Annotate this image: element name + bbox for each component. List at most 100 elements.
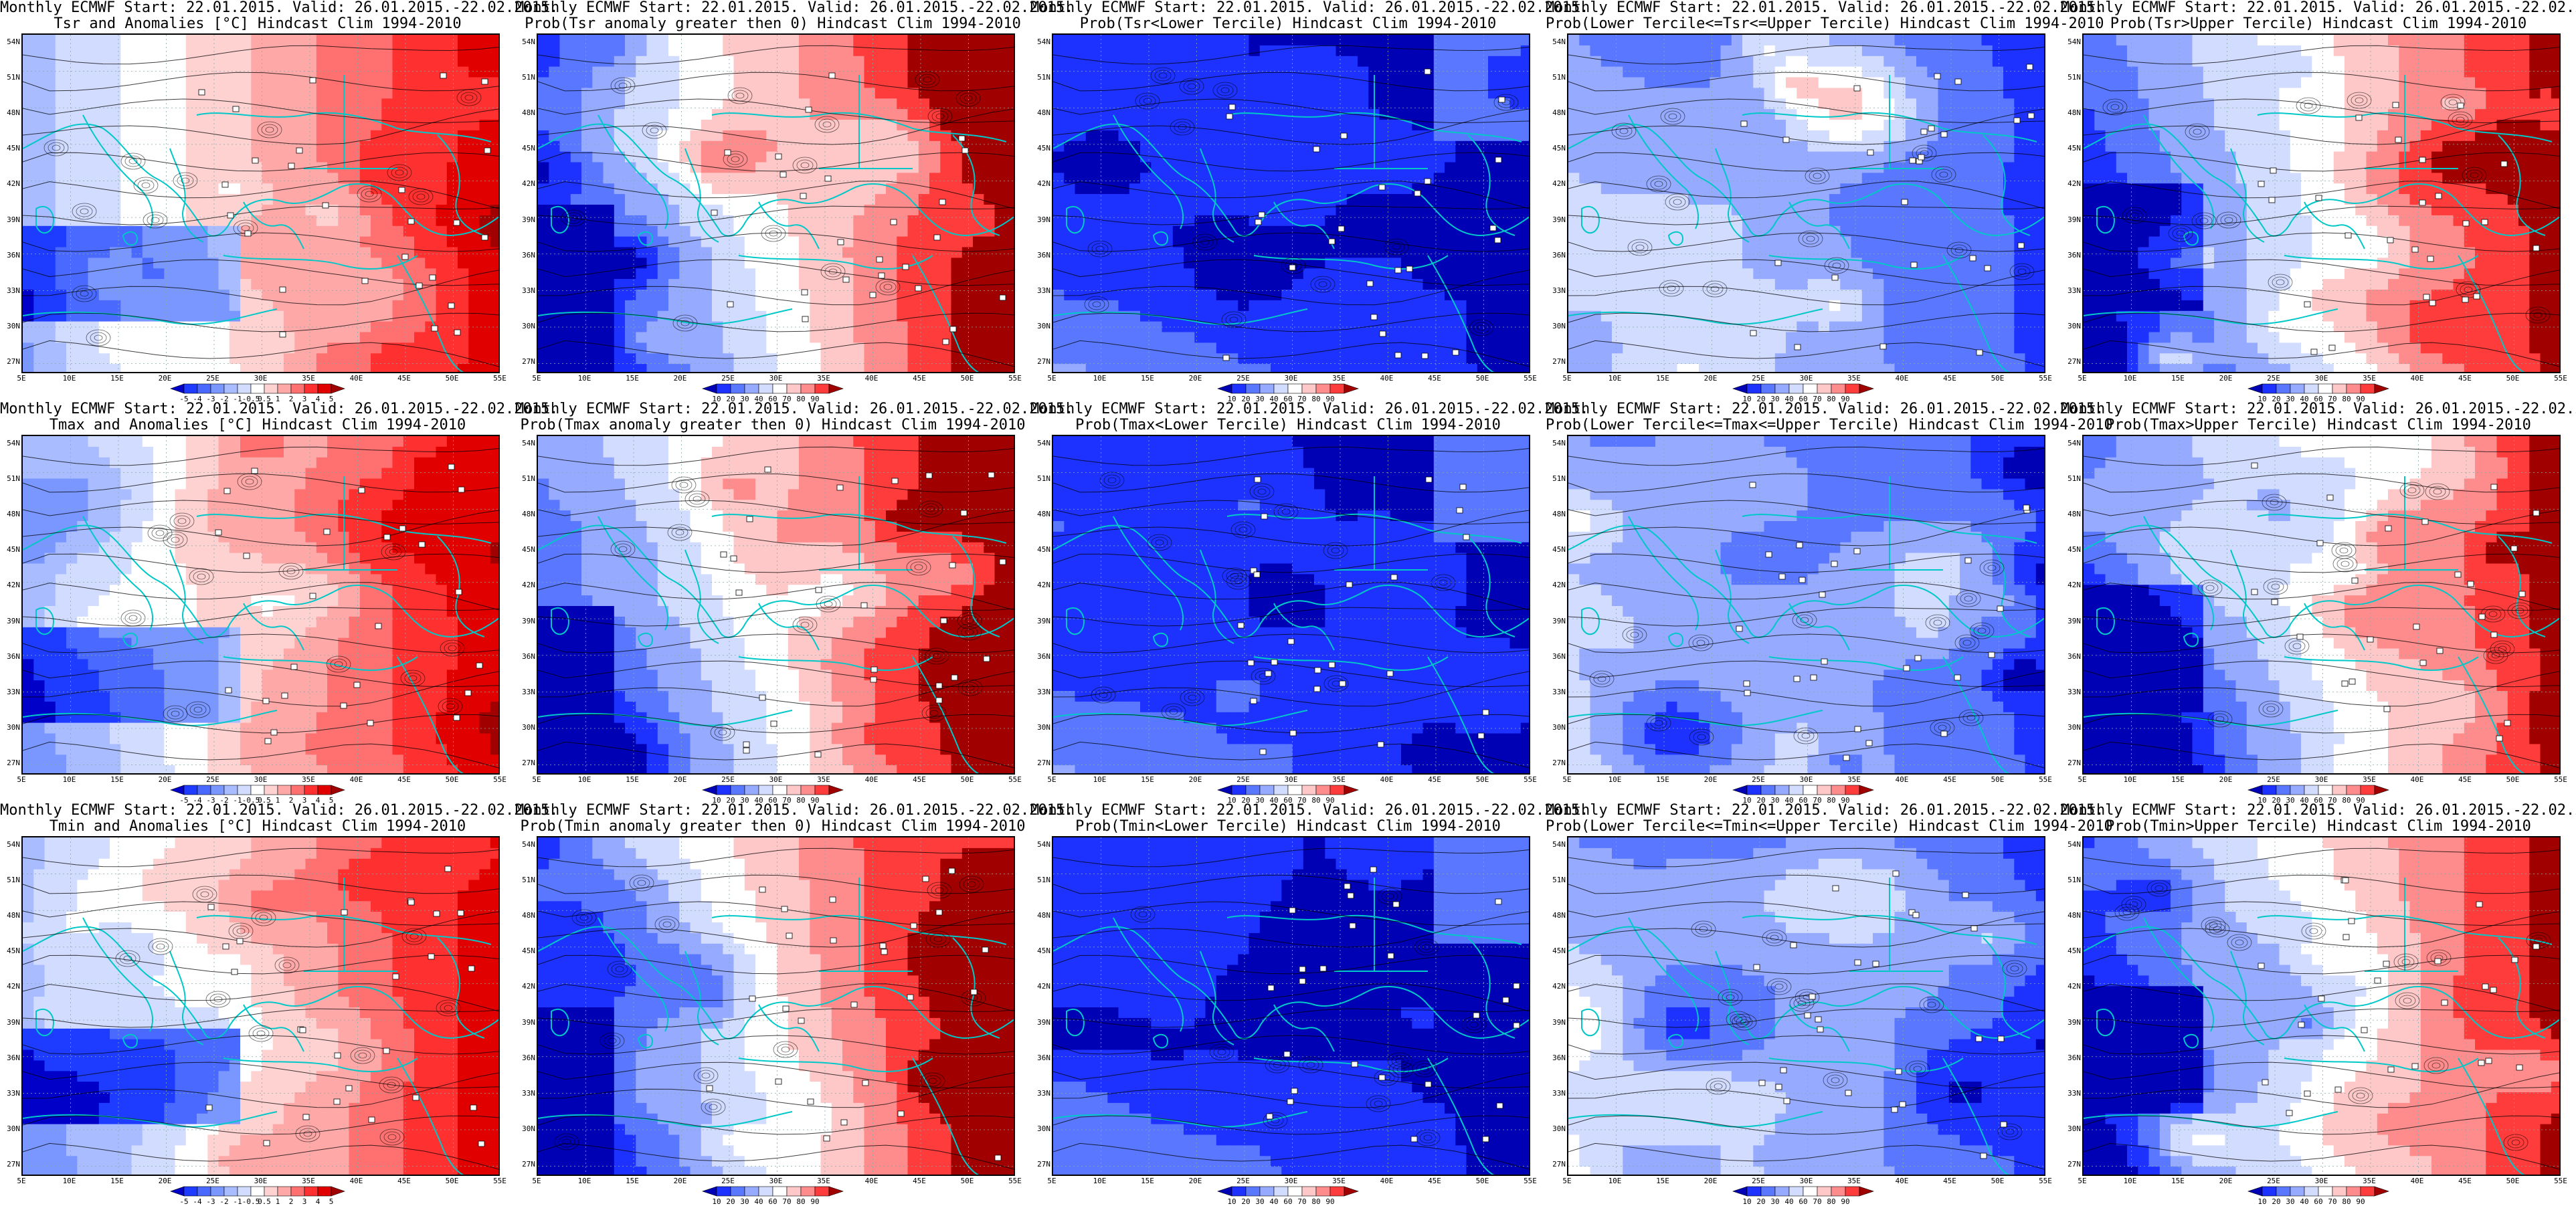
panel-title-line-2: Prob(Tmax anomaly greater then 0) Hindca… xyxy=(515,417,1030,433)
station-marker xyxy=(825,176,831,181)
map-plot-area xyxy=(1052,435,1530,775)
colorbar-swatch xyxy=(1817,384,1831,393)
station-marker xyxy=(458,910,464,916)
station-marker xyxy=(2251,589,2258,595)
station-marker xyxy=(1406,266,1412,272)
latitude-label: 36N xyxy=(1030,1053,1050,1062)
colorbar-swatch xyxy=(1747,785,1761,795)
latitude-label: 39N xyxy=(1546,215,1566,224)
longitude-label: 20E xyxy=(674,775,687,784)
longitude-label: 30E xyxy=(254,775,268,784)
latitude-label: 42N xyxy=(2061,581,2081,589)
latitude-label: 51N xyxy=(1546,73,1566,82)
longitude-label: 30E xyxy=(254,374,268,383)
colorbar-swatch xyxy=(1316,785,1330,795)
station-marker xyxy=(2476,902,2482,907)
station-marker xyxy=(2387,237,2393,243)
latitude-label: 42N xyxy=(1546,179,1566,188)
colorbar-swatch xyxy=(331,384,345,393)
map-plot-area xyxy=(21,435,500,775)
station-marker xyxy=(1223,355,1229,361)
station-marker xyxy=(783,1006,789,1011)
station-marker xyxy=(2423,294,2429,300)
colorbar-swatch xyxy=(1232,785,1246,795)
latitude-label: 48N xyxy=(0,510,20,518)
colorbar-swatch xyxy=(1260,384,1274,393)
longitude-label: 25E xyxy=(1236,374,1250,383)
station-marker xyxy=(341,703,347,708)
colorbar-swatch xyxy=(1803,384,1817,393)
panel-title-line-1: Monthly ECMWF Start: 22.01.2015. Valid: … xyxy=(1030,0,1546,16)
station-marker xyxy=(1854,548,1860,554)
latitude-label: 39N xyxy=(1030,215,1050,224)
latitude-label: 42N xyxy=(1030,982,1050,991)
colorbar-svg xyxy=(171,384,361,395)
longitude-label: 5E xyxy=(1562,374,1571,383)
station-marker xyxy=(915,286,921,291)
station-marker xyxy=(2533,944,2539,949)
station-marker xyxy=(1271,660,1277,665)
station-marker xyxy=(1379,185,1385,190)
station-marker xyxy=(1284,1051,1290,1057)
station-marker xyxy=(1229,104,1235,110)
station-marker xyxy=(1499,97,1505,102)
longitude-label: 40E xyxy=(350,775,363,784)
map-plot-area xyxy=(1052,836,1530,1176)
forecast-panel-5: Monthly ECMWF Start: 22.01.2015. Valid: … xyxy=(2061,0,2576,401)
forecast-panel-15: Monthly ECMWF Start: 22.01.2015. Valid: … xyxy=(2061,803,2576,1204)
station-marker xyxy=(2395,137,2401,142)
station-marker xyxy=(2478,1060,2484,1066)
colorbar-svg xyxy=(703,384,859,395)
latitude-label: 54N xyxy=(0,840,20,849)
longitude-label: 15E xyxy=(1141,775,1154,784)
colorbar-tick-label: 80 xyxy=(796,1197,805,1206)
colorbar-swatch xyxy=(251,384,264,393)
longitude-label: 55E xyxy=(2039,775,2052,784)
station-marker xyxy=(2482,219,2488,225)
longitude-label: 20E xyxy=(1189,374,1202,383)
station-marker xyxy=(759,695,765,700)
station-marker xyxy=(1348,893,1354,898)
colorbar-swatch xyxy=(2375,1187,2389,1196)
station-marker xyxy=(2258,963,2264,969)
longitude-label: 20E xyxy=(674,374,687,383)
longitude-label: 15E xyxy=(2171,1177,2185,1185)
longitude-label: 45E xyxy=(397,775,411,784)
station-marker xyxy=(2349,679,2355,684)
longitude-label: 20E xyxy=(674,1177,687,1185)
latitude-label: 48N xyxy=(2061,108,2081,117)
station-marker xyxy=(950,326,956,332)
latitude-label: 51N xyxy=(1546,876,1566,884)
latitude-label: 48N xyxy=(1546,911,1566,920)
colorbar-swatch xyxy=(2262,785,2276,795)
station-marker xyxy=(1393,902,1399,907)
longitude-label: 55E xyxy=(1008,1177,1022,1185)
longitude-label: 30E xyxy=(1285,1177,1298,1185)
colorbar-tick-label: 2 xyxy=(289,1197,294,1206)
colorbar-swatch xyxy=(773,384,787,393)
station-marker xyxy=(1913,912,1919,918)
map-svg xyxy=(1568,436,2045,775)
longitude-label: 35E xyxy=(1332,775,1346,784)
shaded-field xyxy=(23,837,500,1176)
map-svg xyxy=(23,35,500,373)
colorbar-swatch xyxy=(1274,1187,1288,1196)
station-marker xyxy=(1291,1088,1297,1094)
station-marker xyxy=(2018,243,2024,248)
colorbar-swatch xyxy=(184,785,197,795)
latitude-label: 30N xyxy=(1546,322,1566,330)
station-marker xyxy=(936,910,942,915)
station-marker xyxy=(1425,1082,1431,1087)
station-marker xyxy=(781,906,788,912)
station-marker xyxy=(2437,648,2443,654)
shaded-field xyxy=(1568,436,2045,775)
latitude-label: 27N xyxy=(1546,357,1566,366)
station-marker xyxy=(736,590,742,595)
station-marker xyxy=(1750,482,1756,488)
station-marker xyxy=(861,603,867,608)
station-marker xyxy=(367,720,373,726)
forecast-panel-14: Monthly ECMWF Start: 22.01.2015. Valid: … xyxy=(1546,803,2061,1204)
